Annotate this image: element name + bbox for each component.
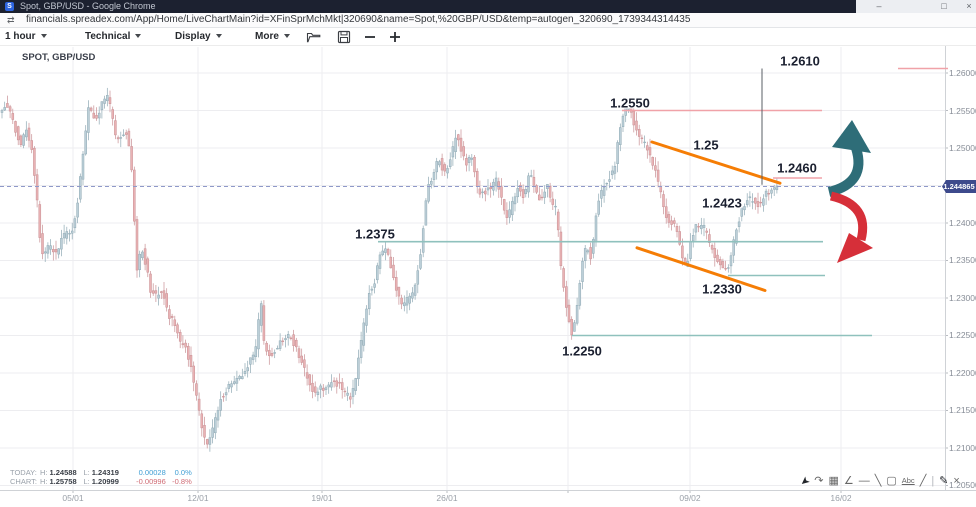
date-axis-label: 26/01 xyxy=(436,493,458,503)
chart-symbol-label: SPOT, GBP/USD xyxy=(22,52,96,63)
trendlines xyxy=(635,140,782,292)
chevron-down-icon xyxy=(283,34,290,39)
gridlines xyxy=(0,46,976,493)
bullish-arrow xyxy=(827,120,871,197)
price-annotation: 1.2375 xyxy=(355,226,395,242)
timeframe-menu[interactable]: 1 hour xyxy=(5,28,47,45)
support-resistance-lines xyxy=(378,67,948,337)
grid-tool-icon[interactable]: ▦ xyxy=(828,475,839,487)
price-axis-label: 1.24000 xyxy=(949,218,976,228)
price-annotation: 1.2550 xyxy=(610,95,650,111)
price-axis-label: 1.21500 xyxy=(949,405,976,415)
price-axis-label: 1.25500 xyxy=(949,106,976,116)
price-axis-label: 1.21000 xyxy=(949,443,976,453)
price-annotation: 1.2423 xyxy=(702,195,742,211)
pen-tool-icon[interactable]: ✎ xyxy=(939,475,949,487)
price-axis-label: 1.26000 xyxy=(949,68,976,78)
chart-toolbar: 1 hour Technical Display More xyxy=(0,28,976,46)
trendline-tool-icon[interactable]: ╲ xyxy=(874,475,882,487)
horizontal-line-tool-icon[interactable]: — xyxy=(858,475,870,487)
technical-menu[interactable]: Technical xyxy=(85,28,142,45)
address-bar[interactable]: ⇄ financials.spreadex.com/App/Home/LiveC… xyxy=(0,13,976,28)
line-tool-icon[interactable]: ╱ xyxy=(919,475,927,487)
zoom-in-icon[interactable] xyxy=(388,30,404,44)
save-icon[interactable] xyxy=(337,30,353,44)
date-axis-label: 12/01 xyxy=(187,493,209,503)
price-annotation: 1.25 xyxy=(693,137,719,153)
minimize-button[interactable]: – xyxy=(876,1,882,11)
freehand-tool-icon[interactable]: ↷ xyxy=(814,475,824,487)
open-folder-icon[interactable] xyxy=(306,30,322,44)
maximize-button[interactable]: □ xyxy=(941,1,947,11)
display-menu[interactable]: Display xyxy=(175,28,222,45)
price-axis-label: 1.25000 xyxy=(949,143,976,153)
price-annotation: 1.2250 xyxy=(562,343,602,359)
date-axis-label: 09/02 xyxy=(679,493,701,503)
price-annotation: 1.2330 xyxy=(702,281,742,297)
close-button[interactable]: × xyxy=(966,1,972,11)
price-axis-label: 1.23000 xyxy=(949,293,976,303)
price-axis-label: 1.23500 xyxy=(949,255,976,265)
date-axis-label: 05/01 xyxy=(62,493,84,503)
chevron-down-icon xyxy=(40,34,47,39)
ohlc-status: TODAY: H: 1.24588 L: 1.24319 0.00028 0.0% CHAR… xyxy=(10,468,192,486)
price-annotation: 1.2460 xyxy=(777,160,817,176)
price-axis-label: 1.20500 xyxy=(949,480,976,490)
chevron-down-icon xyxy=(215,34,222,39)
drawing-toolbar: ➤ ↷ ▦ ∠ — ╲ ▢ Abc ╱ | ✎ × xyxy=(797,473,960,488)
date-axis-label: 19/01 xyxy=(311,493,333,503)
zoom-out-icon[interactable] xyxy=(363,30,379,44)
current-price-tag: 1.244865 xyxy=(942,180,976,193)
price-axis-label: 1.22000 xyxy=(949,368,976,378)
today-status-row: TODAY: H: 1.24588 L: 1.24319 0.00028 0.0% xyxy=(10,468,192,477)
url-text[interactable]: financials.spreadex.com/App/Home/LiveCha… xyxy=(26,14,691,25)
site-settings-icon[interactable]: ⇄ xyxy=(7,15,15,25)
angle-tool-icon[interactable]: ∠ xyxy=(843,475,854,487)
window-title: Spot, GBP/USD - Google Chrome xyxy=(20,1,156,11)
text-tool-icon[interactable]: Abc xyxy=(901,476,915,485)
price-axis-label: 1.22500 xyxy=(949,330,976,340)
price-annotation: 1.2610 xyxy=(780,53,820,69)
more-menu[interactable]: More xyxy=(255,28,290,45)
candlestick-layer xyxy=(0,87,779,452)
title-bar: S Spot, GBP/USD - Google Chrome – □ × xyxy=(0,0,976,13)
date-axis-label: 16/02 xyxy=(830,493,852,503)
chart-status-row: CHART: H: 1.25758 L: 1.20999 -0.00996 -0.8% xyxy=(10,476,192,486)
bearish-arrow xyxy=(829,191,873,263)
toolbar-separator: | xyxy=(931,475,935,487)
close-toolbar-icon[interactable]: × xyxy=(953,475,960,487)
title-bar-dark-strip: S Spot, GBP/USD - Google Chrome xyxy=(0,0,856,13)
chevron-down-icon xyxy=(135,34,142,39)
rectangle-tool-icon[interactable]: ▢ xyxy=(886,475,897,487)
site-favicon: S xyxy=(5,2,14,11)
